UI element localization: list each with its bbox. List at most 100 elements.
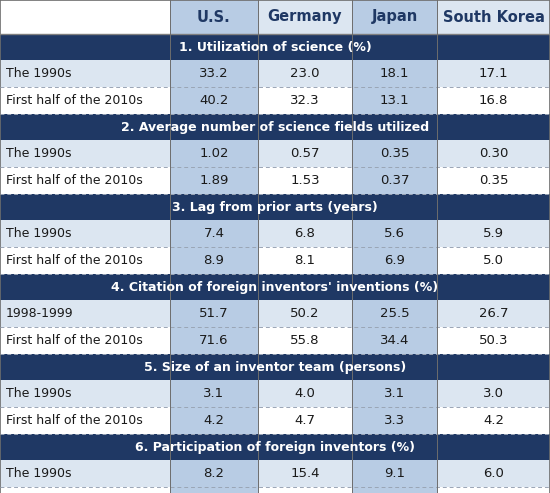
Bar bbox=[352, 247, 437, 274]
Bar bbox=[0, 274, 550, 300]
Text: 33.2: 33.2 bbox=[199, 67, 229, 80]
Text: 55.8: 55.8 bbox=[290, 334, 320, 347]
Bar bbox=[352, 140, 437, 167]
Bar bbox=[352, 380, 437, 407]
Bar bbox=[170, 167, 258, 194]
Bar bbox=[352, 407, 437, 434]
Text: 25.5: 25.5 bbox=[379, 307, 409, 320]
Text: 0.35: 0.35 bbox=[379, 147, 409, 160]
Text: 1.89: 1.89 bbox=[199, 174, 229, 187]
Bar bbox=[170, 407, 258, 434]
Text: 5. Size of an inventor team (persons): 5. Size of an inventor team (persons) bbox=[144, 360, 406, 374]
Bar bbox=[0, 114, 550, 140]
Text: 17.1: 17.1 bbox=[478, 67, 508, 80]
Bar bbox=[170, 247, 258, 274]
Text: First half of the 2010s: First half of the 2010s bbox=[6, 174, 143, 187]
Bar bbox=[437, 60, 550, 87]
Text: 5.6: 5.6 bbox=[384, 227, 405, 240]
Bar bbox=[0, 87, 170, 114]
Text: 5.0: 5.0 bbox=[483, 254, 504, 267]
Bar bbox=[437, 407, 550, 434]
Bar bbox=[437, 460, 550, 487]
Text: 1.02: 1.02 bbox=[199, 147, 229, 160]
Text: 0.57: 0.57 bbox=[290, 147, 320, 160]
Bar bbox=[437, 247, 550, 274]
Text: 4.2: 4.2 bbox=[204, 414, 224, 427]
Text: 6.9: 6.9 bbox=[384, 254, 405, 267]
Text: 6.8: 6.8 bbox=[295, 227, 316, 240]
Bar bbox=[258, 380, 352, 407]
Text: 1.53: 1.53 bbox=[290, 174, 320, 187]
Text: 3.0: 3.0 bbox=[483, 387, 504, 400]
Text: 9.1: 9.1 bbox=[384, 467, 405, 480]
Text: 8.2: 8.2 bbox=[204, 467, 224, 480]
Bar bbox=[352, 87, 437, 114]
Text: 71.6: 71.6 bbox=[199, 334, 229, 347]
Text: 3.1: 3.1 bbox=[384, 387, 405, 400]
Bar bbox=[0, 60, 170, 87]
Bar bbox=[437, 327, 550, 354]
Bar bbox=[258, 407, 352, 434]
Bar bbox=[352, 487, 437, 493]
Bar bbox=[258, 140, 352, 167]
Bar bbox=[258, 87, 352, 114]
Bar bbox=[170, 60, 258, 87]
Text: 18.1: 18.1 bbox=[379, 67, 409, 80]
Bar bbox=[437, 220, 550, 247]
Text: 50.2: 50.2 bbox=[290, 307, 320, 320]
Bar bbox=[437, 140, 550, 167]
Bar bbox=[0, 354, 550, 380]
Text: 4.7: 4.7 bbox=[294, 414, 316, 427]
Text: U.S.: U.S. bbox=[197, 9, 231, 25]
Bar bbox=[352, 460, 437, 487]
Text: The 1990s: The 1990s bbox=[6, 67, 72, 80]
Text: 5.9: 5.9 bbox=[483, 227, 504, 240]
Bar bbox=[437, 87, 550, 114]
Bar bbox=[0, 300, 170, 327]
Bar bbox=[170, 487, 258, 493]
Bar bbox=[0, 460, 170, 487]
Text: 34.4: 34.4 bbox=[380, 334, 409, 347]
Bar bbox=[0, 487, 170, 493]
Text: 13.1: 13.1 bbox=[379, 94, 409, 107]
Bar bbox=[0, 220, 170, 247]
Text: 51.7: 51.7 bbox=[199, 307, 229, 320]
Bar bbox=[437, 167, 550, 194]
Bar bbox=[170, 87, 258, 114]
Text: 3.3: 3.3 bbox=[384, 414, 405, 427]
Bar bbox=[0, 247, 170, 274]
Text: First half of the 2010s: First half of the 2010s bbox=[6, 334, 143, 347]
Bar bbox=[352, 60, 437, 87]
Bar bbox=[258, 167, 352, 194]
Text: First half of the 2010s: First half of the 2010s bbox=[6, 254, 143, 267]
Bar bbox=[170, 327, 258, 354]
Bar bbox=[258, 0, 352, 34]
Text: 23.0: 23.0 bbox=[290, 67, 320, 80]
Bar bbox=[258, 60, 352, 87]
Bar bbox=[170, 220, 258, 247]
Bar bbox=[0, 167, 170, 194]
Bar bbox=[352, 300, 437, 327]
Bar bbox=[0, 380, 170, 407]
Bar bbox=[352, 327, 437, 354]
Bar bbox=[0, 407, 170, 434]
Bar bbox=[170, 0, 258, 34]
Bar bbox=[352, 167, 437, 194]
Bar bbox=[170, 140, 258, 167]
Text: 15.4: 15.4 bbox=[290, 467, 320, 480]
Bar bbox=[258, 460, 352, 487]
Bar bbox=[258, 247, 352, 274]
Bar bbox=[170, 380, 258, 407]
Text: 3. Lag from prior arts (years): 3. Lag from prior arts (years) bbox=[172, 201, 378, 213]
Bar bbox=[170, 300, 258, 327]
Bar bbox=[258, 220, 352, 247]
Text: Japan: Japan bbox=[371, 9, 417, 25]
Text: 6. Participation of foreign inventors (%): 6. Participation of foreign inventors (%… bbox=[135, 441, 415, 454]
Bar bbox=[258, 300, 352, 327]
Text: 4. Citation of foreign inventors' inventions (%): 4. Citation of foreign inventors' invent… bbox=[112, 281, 438, 293]
Bar bbox=[0, 434, 550, 460]
Bar bbox=[352, 0, 437, 34]
Text: 4.2: 4.2 bbox=[483, 414, 504, 427]
Text: 0.30: 0.30 bbox=[479, 147, 508, 160]
Text: 16.8: 16.8 bbox=[479, 94, 508, 107]
